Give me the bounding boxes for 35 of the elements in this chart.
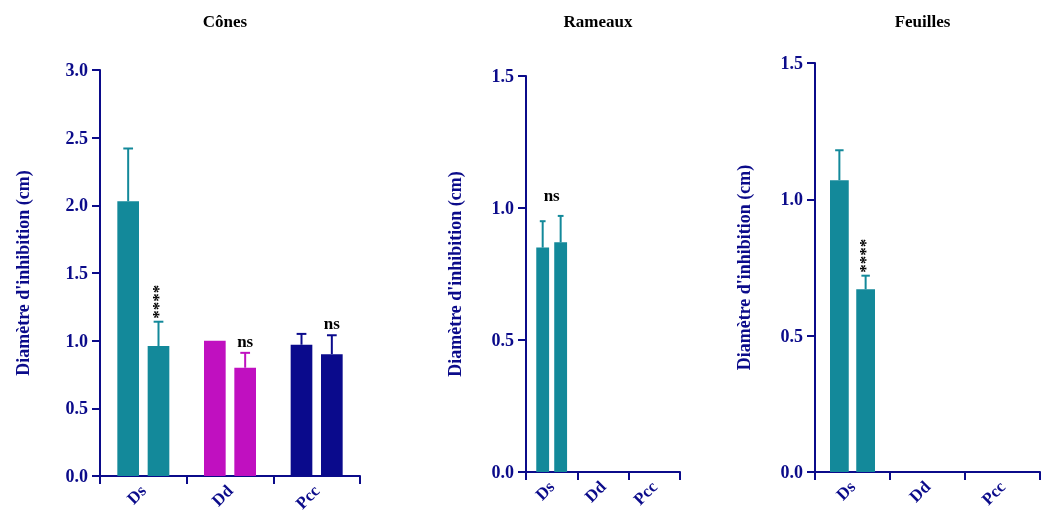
annotation: **** [149,284,168,319]
x-tick-label: Ds [123,481,151,509]
annotation: ns [543,185,561,205]
y-axis-title: Diamètre d'inhibition (cm) [13,170,34,376]
chart-title: Feuilles [894,12,951,31]
annotation: ns [237,331,254,351]
y-tick-label: 1.5 [780,53,803,73]
x-tick-label: Dd [580,476,611,507]
x-tick-label: Dd [905,476,935,507]
y-tick-label: 1.5 [65,263,88,283]
x-tick-label: Pcc [977,476,1010,509]
x-tick-label: Pcc [291,480,324,513]
y-tick-label: 0.5 [65,398,88,419]
chart-title: Cônes [202,12,248,31]
y-tick-label: 1.0 [780,189,803,210]
y-tick-label: 1.0 [491,198,514,218]
annotation: **** [856,238,876,273]
y-tick-label: 0.0 [65,466,88,486]
x-tick-label: Ds [531,477,559,505]
y-tick-label: 0.0 [491,462,514,482]
x-tick-label: Dd [207,480,238,511]
x-tick-label: Pcc [629,476,662,509]
y-tick-label: 2.0 [65,195,88,216]
y-tick-label: 1.5 [491,66,514,86]
chart-title: Rameaux [563,12,633,31]
y-tick-label: 0.5 [491,330,514,350]
y-tick-label: 0.5 [780,325,803,346]
y-tick-label: 3.0 [65,60,88,80]
y-tick-label: 2.5 [65,127,88,148]
y-axis-title: Diamètre d'inhibition (cm) [445,171,466,377]
y-axis-title: Diamètre d'inhibition (cm) [734,164,755,371]
y-tick-label: 1.0 [65,330,88,351]
annotation: ns [323,314,341,334]
y-tick-label: 0.0 [780,462,803,482]
x-tick-label: Ds [832,477,860,505]
